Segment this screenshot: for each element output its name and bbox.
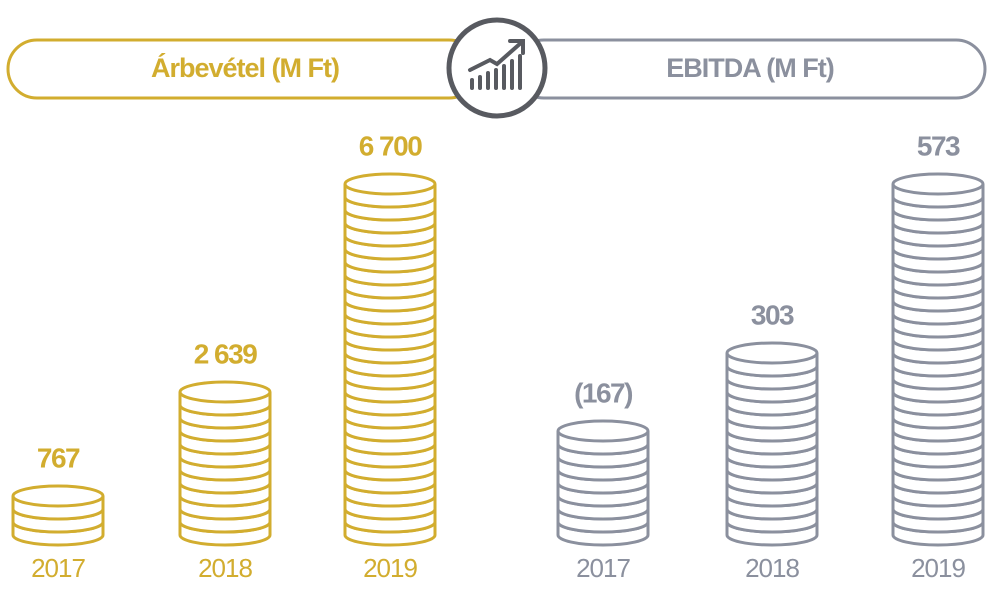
value-label: 2 639 xyxy=(194,338,257,369)
value-label: 573 xyxy=(917,130,960,161)
chart-title: Árbevétel (M Ft) xyxy=(151,52,339,83)
coin-stack xyxy=(725,341,819,547)
value-label: (167) xyxy=(574,377,632,408)
coin-stack xyxy=(178,380,272,547)
coin xyxy=(891,172,985,209)
value-label: 6 700 xyxy=(359,130,422,161)
coin xyxy=(11,484,105,521)
coin xyxy=(343,172,437,209)
value-label: 303 xyxy=(751,299,794,330)
x-tick-label: 2018 xyxy=(198,553,252,583)
coin-stack xyxy=(11,484,105,547)
value-label: 767 xyxy=(37,442,80,473)
coin xyxy=(178,380,272,417)
coin-stack xyxy=(891,172,985,547)
coin xyxy=(556,419,650,456)
x-tick-label: 2018 xyxy=(745,553,799,583)
x-tick-label: 2017 xyxy=(576,553,630,583)
x-tick-label: 2017 xyxy=(31,553,85,583)
coin-stack xyxy=(556,419,650,547)
x-tick-label: 2019 xyxy=(911,553,965,583)
x-tick-label: 2019 xyxy=(363,553,417,583)
chart-title: EBITDA (M Ft) xyxy=(666,53,833,83)
growth-icon xyxy=(446,17,548,119)
coin xyxy=(725,341,819,378)
coin-stack xyxy=(343,172,437,547)
